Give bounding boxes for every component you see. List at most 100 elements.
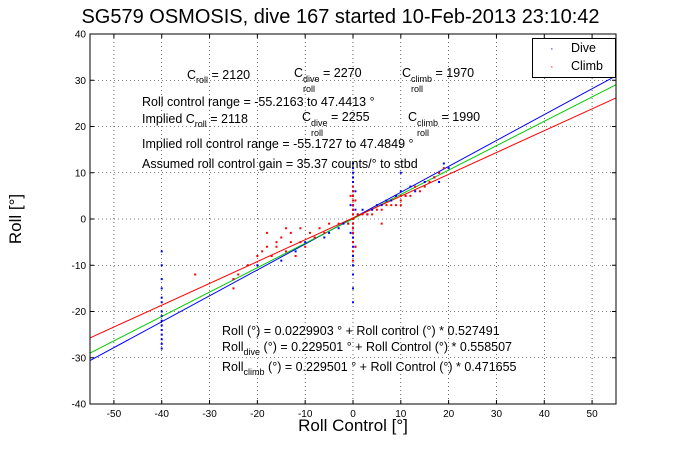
dive-point xyxy=(352,287,354,290)
x-axis-label: Roll Control [°] xyxy=(298,416,408,435)
dive-point xyxy=(280,259,283,262)
dive-point xyxy=(342,222,345,225)
climb-point xyxy=(261,250,264,253)
climb-point xyxy=(352,218,354,220)
dive-point xyxy=(414,190,417,193)
dive-point xyxy=(354,208,357,211)
annotation-c-roll: Croll = 2120 xyxy=(187,68,251,85)
ticks-layer: -50 -40 -30 -20 -10 0 10 20 30 40 50 -40 -30 -20 -10 0 1… xyxy=(72,30,616,420)
climb-point xyxy=(299,241,302,244)
dive-point xyxy=(352,264,354,267)
dive-point xyxy=(438,181,441,183)
dive-point xyxy=(354,190,357,193)
dive-point xyxy=(352,245,354,248)
annotation-fit-all: Roll (°) = 0.0229903 ° + Roll control (°… xyxy=(222,324,500,338)
x-tick-label: 40 xyxy=(539,409,551,420)
dive-point xyxy=(352,181,354,183)
y-tick-label: -40 xyxy=(72,400,87,411)
legend-label-dive: Dive xyxy=(571,41,597,55)
x-tick-label: -20 xyxy=(250,409,265,420)
climb-point xyxy=(318,227,321,230)
dive-point xyxy=(160,319,163,322)
y-tick-label: 20 xyxy=(75,122,87,133)
climb-point xyxy=(352,227,354,230)
climb-point xyxy=(349,194,352,197)
climb-point xyxy=(352,199,354,202)
climb-point xyxy=(385,204,388,207)
annotation-implied-range: Implied roll control range = -55.1727 to… xyxy=(142,137,414,151)
climb-point xyxy=(313,236,316,239)
climb-point xyxy=(275,241,278,244)
climb-point xyxy=(304,245,307,248)
climb-point xyxy=(399,199,402,202)
dive-point xyxy=(160,324,163,327)
points-layer xyxy=(160,162,450,350)
fit-line-4 xyxy=(89,97,617,339)
climb-point xyxy=(337,222,340,225)
climb-point xyxy=(438,171,441,174)
y-tick-label: 0 xyxy=(80,215,86,226)
climb-point xyxy=(354,199,357,202)
chart-title: SG579 OSMOSIS, dive 167 started 10-Feb-2… xyxy=(81,6,600,28)
climb-point xyxy=(442,167,445,170)
dive-point xyxy=(361,208,364,211)
dive-point xyxy=(409,185,412,188)
climb-point xyxy=(354,245,357,248)
annotation-roll-control-range: Roll control range = -55.2163 to 47.4413… xyxy=(142,95,375,109)
climb-point xyxy=(352,190,354,193)
climb-point xyxy=(352,213,354,216)
x-tick-label: -50 xyxy=(107,409,122,420)
y-axis-label: Roll [°] xyxy=(6,193,25,245)
climb-point xyxy=(299,227,302,230)
y-tick-label: -20 xyxy=(72,307,87,318)
climb-point xyxy=(256,255,259,257)
axes-frame xyxy=(89,33,617,405)
climb-point xyxy=(275,245,278,248)
dive-point xyxy=(423,181,426,183)
dive-point xyxy=(256,264,259,267)
climb-point xyxy=(423,185,426,188)
climb-point xyxy=(356,213,359,216)
dive-point xyxy=(385,199,388,202)
climb-point xyxy=(352,208,354,211)
climb-point xyxy=(294,255,297,257)
climb-point xyxy=(285,227,288,230)
climb-point xyxy=(270,255,273,257)
dive-point xyxy=(352,255,354,257)
climb-point xyxy=(366,213,369,216)
climb-point xyxy=(232,278,235,281)
climb-point xyxy=(428,181,431,183)
dive-point xyxy=(160,315,163,318)
dive-point xyxy=(160,301,163,304)
dive-point xyxy=(375,204,378,207)
climb-point xyxy=(352,194,354,197)
dive-point xyxy=(294,250,297,253)
dive-point xyxy=(304,241,307,244)
annotation-implied-c-roll: Implied Croll = 2118 xyxy=(142,112,248,129)
x-tick-label: -30 xyxy=(202,409,217,420)
dive-point xyxy=(160,347,163,350)
climb-point xyxy=(352,185,354,188)
climb-point xyxy=(404,194,407,197)
climb-point xyxy=(380,222,383,225)
climb-point xyxy=(352,222,354,225)
dive-point xyxy=(442,162,445,165)
dive-point xyxy=(390,199,393,202)
climb-point xyxy=(352,204,354,207)
climb-point xyxy=(352,250,354,253)
climb-point xyxy=(352,259,354,262)
climb-point xyxy=(232,287,235,290)
dive-point xyxy=(349,231,352,234)
climb-point xyxy=(323,231,326,234)
climb-point xyxy=(418,190,421,193)
y-tick-label: 10 xyxy=(75,168,87,179)
climb-point xyxy=(414,185,417,188)
dive-point xyxy=(160,278,163,281)
dive-point xyxy=(160,329,163,331)
climb-point xyxy=(399,194,402,197)
legend: · Dive · Climb xyxy=(532,38,616,78)
climb-point xyxy=(237,273,240,276)
climb-point xyxy=(352,241,354,244)
